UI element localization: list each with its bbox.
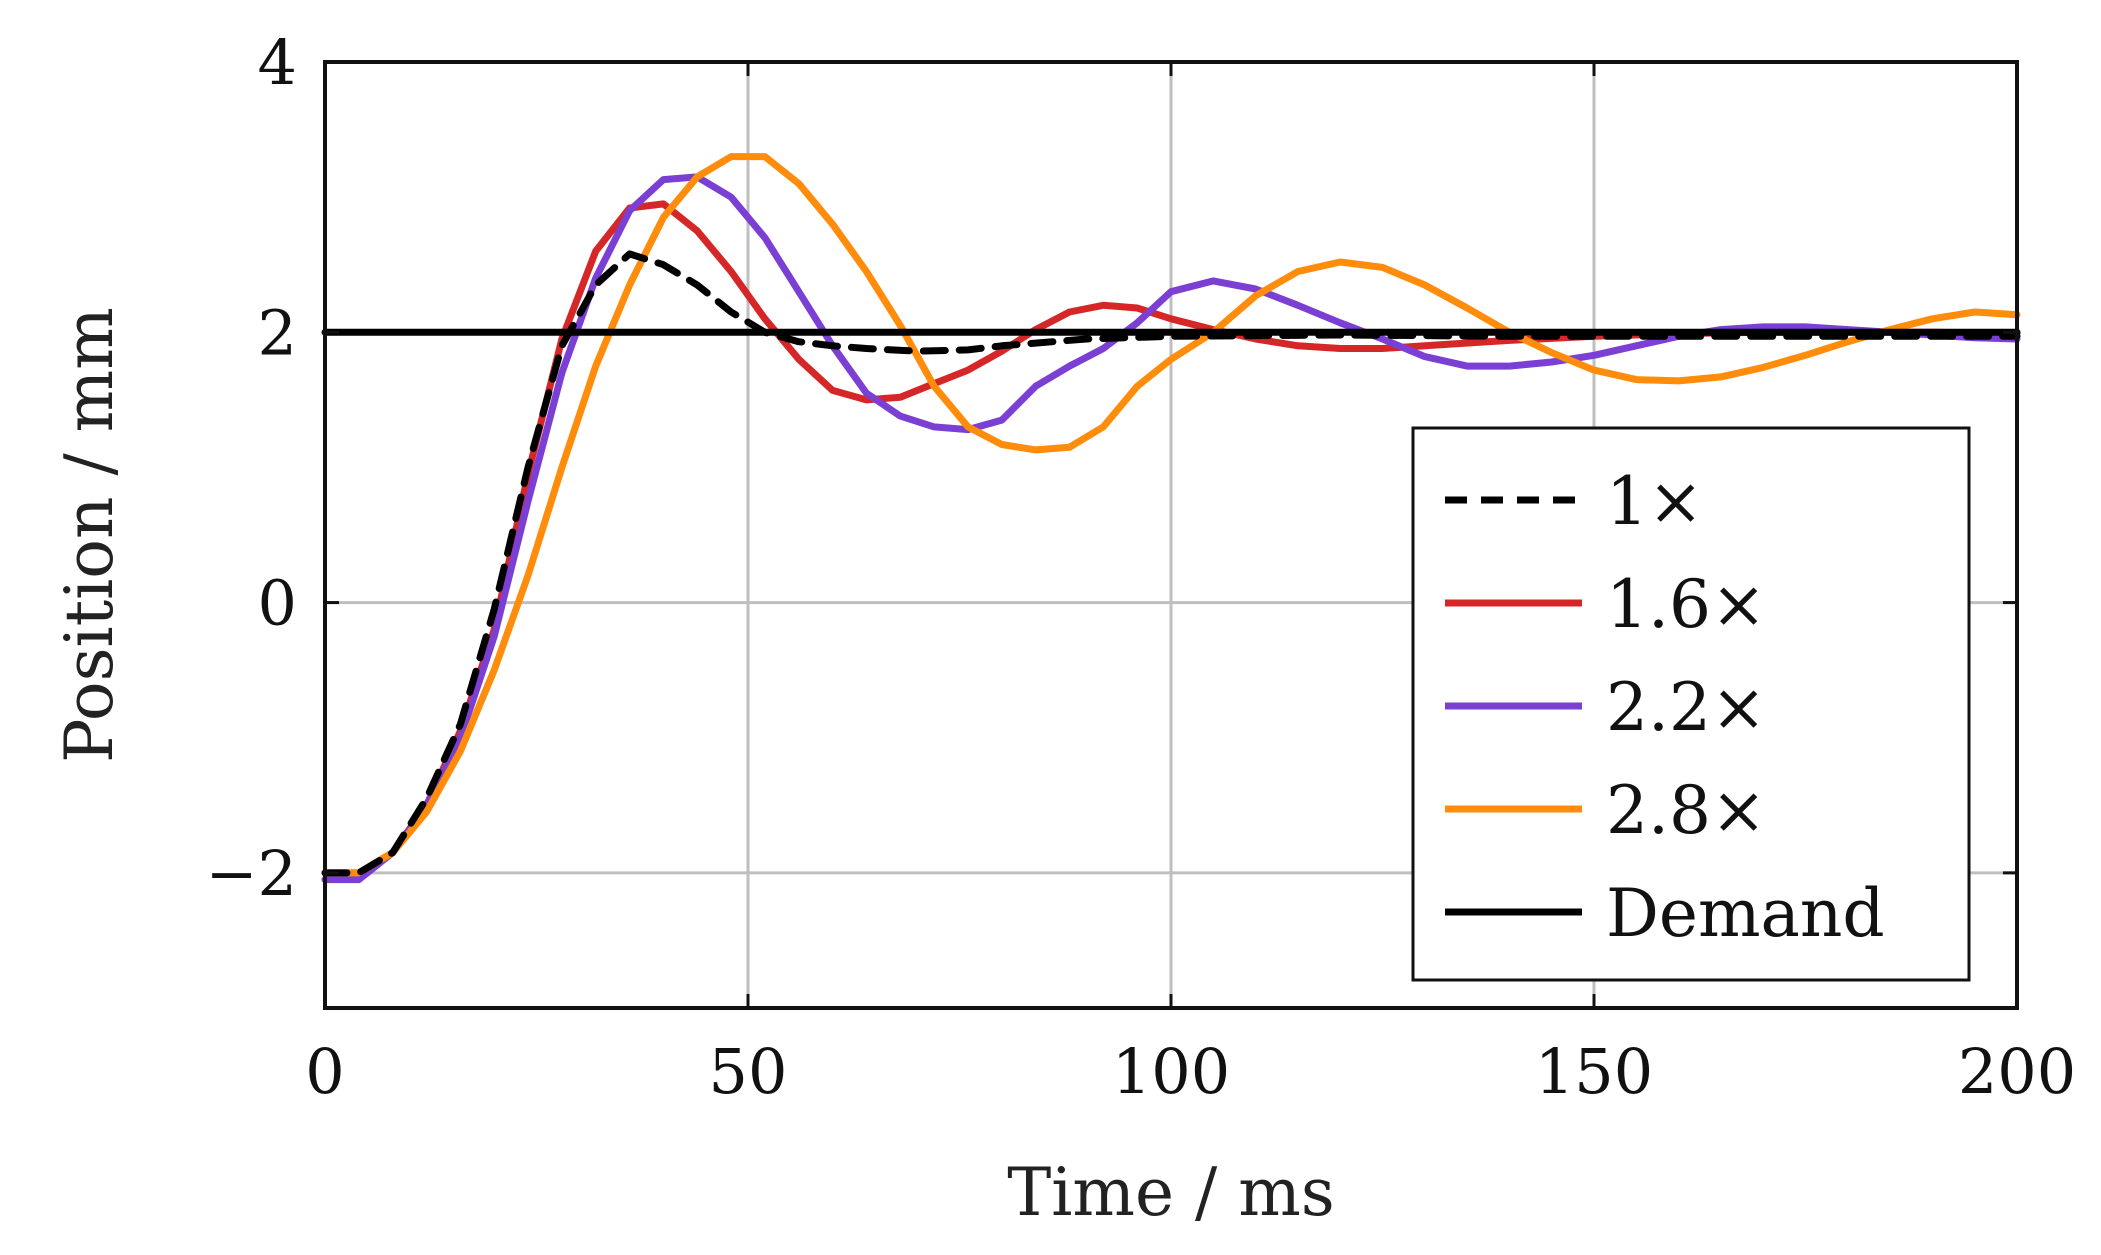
y-tick-label: 4	[258, 26, 297, 99]
series-line-2-8x	[321, 153, 2021, 877]
y-tick-label: 2	[258, 296, 297, 369]
y-axis-title: Position / mm	[51, 307, 128, 763]
legend-label: Demand	[1606, 875, 1885, 952]
legend-entries: 1× 1.6× 2.2× 2.8× Demand	[1445, 463, 1885, 952]
legend: 1× 1.6× 2.2× 2.8× Demand	[1411, 426, 1971, 982]
x-axis-title: Time / ms	[1007, 1154, 1334, 1231]
tick-layer: 0 50 100 150 200 −2 0 2 4	[206, 26, 2077, 1108]
x-tick-label: 100	[1112, 1035, 1230, 1108]
legend-label: 2.2×	[1606, 669, 1766, 746]
y-tick-label: 0	[258, 567, 297, 640]
x-tick-label: 200	[1958, 1035, 2076, 1108]
legend-label: 2.8×	[1606, 772, 1766, 849]
x-tick-label: 0	[305, 1035, 344, 1108]
x-tick-label: 50	[709, 1035, 788, 1108]
legend-label: 1.6×	[1606, 566, 1766, 643]
series-layer	[321, 153, 2021, 884]
legend-label: 1×	[1606, 463, 1703, 540]
y-tick-label: −2	[206, 837, 297, 910]
x-tick-label: 150	[1535, 1035, 1653, 1108]
